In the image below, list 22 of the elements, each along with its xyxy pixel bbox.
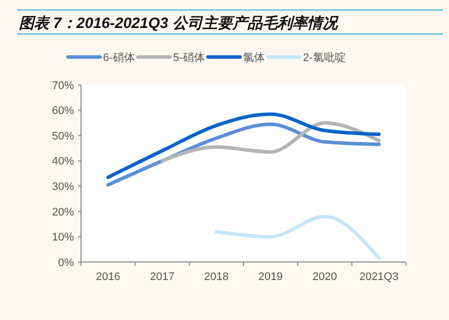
line-series	[106, 112, 381, 180]
x-tick-label: 2018	[204, 271, 229, 283]
y-tick-label: 60%	[52, 105, 74, 118]
x-tick-label: 2020	[312, 271, 337, 283]
legend-label: 6-硝体	[103, 50, 135, 64]
chart-title: 图表 7：2016-2021Q3 公司主要产品毛利率情况	[19, 14, 340, 32]
x-tick-label: 2021Q3	[359, 271, 398, 283]
y-tick-label: 40%	[52, 156, 74, 168]
legend-label: 5-硝体	[173, 50, 205, 64]
x-tick-label: 2019	[258, 271, 283, 283]
y-tick-label: 30%	[52, 180, 74, 193]
line-series	[160, 121, 381, 163]
y-tick-label: 20%	[52, 206, 74, 218]
line-series	[214, 214, 381, 260]
y-tick-label: 70%	[52, 80, 74, 92]
legend-label: 2-氯吡啶	[303, 50, 346, 64]
y-tick-label: 50%	[52, 130, 74, 142]
x-tick-label: 2016	[96, 271, 120, 283]
y-tick-label: 10%	[52, 232, 74, 244]
y-tick-label: 0%	[58, 256, 74, 269]
legend-label: 氯体	[243, 52, 265, 64]
x-tick-label: 2017	[150, 271, 174, 283]
